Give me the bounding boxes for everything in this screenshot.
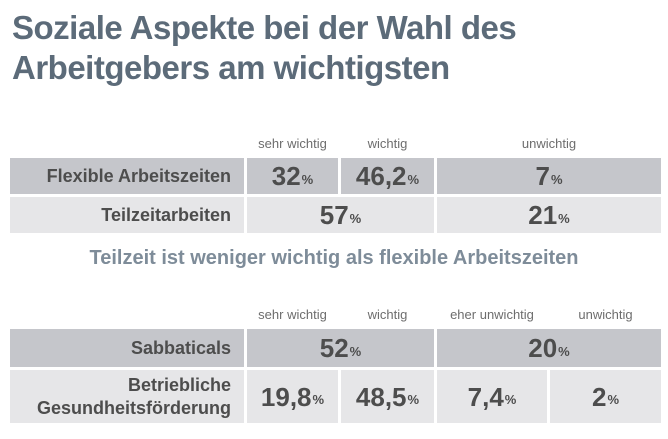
annotation-text: Teilzeit ist weniger wichtig als flexibl…: [89, 247, 579, 269]
value-cell: 7,4%: [437, 370, 547, 423]
column-header-unwichtig: unwichtig: [521, 136, 577, 151]
percent-value: 46,2: [355, 161, 407, 191]
percent-sign: %: [301, 171, 314, 187]
percent-sign: %: [550, 171, 563, 187]
page-title: Soziale Aspekte bei der Wahl des Arbeitg…: [12, 8, 652, 89]
percent-value: 52: [319, 333, 349, 363]
value-cell-merged: 20%: [437, 329, 661, 367]
value-cell-merged: 52%: [247, 329, 434, 367]
value-cell: 46,2%: [341, 158, 434, 194]
row-label-flexible-arbeitszeiten: Flexible Arbeitszeiten: [10, 158, 244, 194]
percent-sign: %: [558, 343, 570, 359]
percent-sign: %: [504, 392, 517, 408]
column-header-unwichtig: unwichtig: [578, 307, 633, 322]
percent-value: 48,5: [355, 381, 407, 412]
value-cell: 32%: [247, 158, 338, 194]
value-cell-merged: 57%: [247, 197, 434, 233]
percent-value: 21: [528, 200, 558, 230]
percent-value: 19,8: [260, 381, 312, 412]
percent-sign: %: [349, 210, 362, 226]
percent-sign: %: [407, 392, 420, 408]
percent-sign: %: [558, 210, 570, 226]
value-cell: 48,5%: [341, 370, 434, 423]
column-header-sehr-wichtig: sehr wichtig: [258, 136, 327, 151]
page-title-line2: Arbeitgebers am wichtigsten: [12, 49, 450, 87]
percent-sign: %: [312, 392, 325, 408]
percent-value: 2: [591, 381, 607, 412]
percent-value: 7: [535, 161, 550, 191]
row-label-sabbaticals: Sabbaticals: [10, 329, 244, 367]
column-header-sehr-wichtig: sehr wichtig: [258, 307, 327, 322]
percent-value: 7,4: [467, 381, 504, 412]
percent-sign: %: [349, 343, 362, 359]
table-arbeitszeiten: sehr wichtig wichtig unwichtig Flexible …: [10, 133, 662, 233]
value-cell: 19,8%: [247, 370, 338, 423]
column-header-eher-unwichtig: eher unwichtig: [450, 307, 534, 322]
value-cell: 2%: [550, 370, 661, 423]
percent-value: 57: [319, 200, 349, 230]
row-label-teilzeitarbeiten: Teilzeitarbeiten: [10, 197, 244, 233]
value-cell: 7%: [437, 158, 661, 194]
percent-sign: %: [607, 392, 620, 408]
percent-sign: %: [407, 171, 420, 187]
page-title-line1: Soziale Aspekte bei der Wahl des: [12, 9, 517, 46]
column-header-wichtig: wichtig: [367, 307, 408, 322]
percent-value: 20: [528, 333, 558, 363]
percent-value: 32: [271, 161, 301, 191]
table-sabbaticals-gesundheit: sehr wichtig wichtig eher unwichtig unwi…: [10, 304, 662, 423]
row-label-betriebliche-gesundheitsfoerderung: Betriebliche Gesundheitsförderung: [10, 370, 244, 423]
column-header-wichtig: wichtig: [367, 136, 408, 151]
value-cell-merged: 21%: [437, 197, 661, 233]
